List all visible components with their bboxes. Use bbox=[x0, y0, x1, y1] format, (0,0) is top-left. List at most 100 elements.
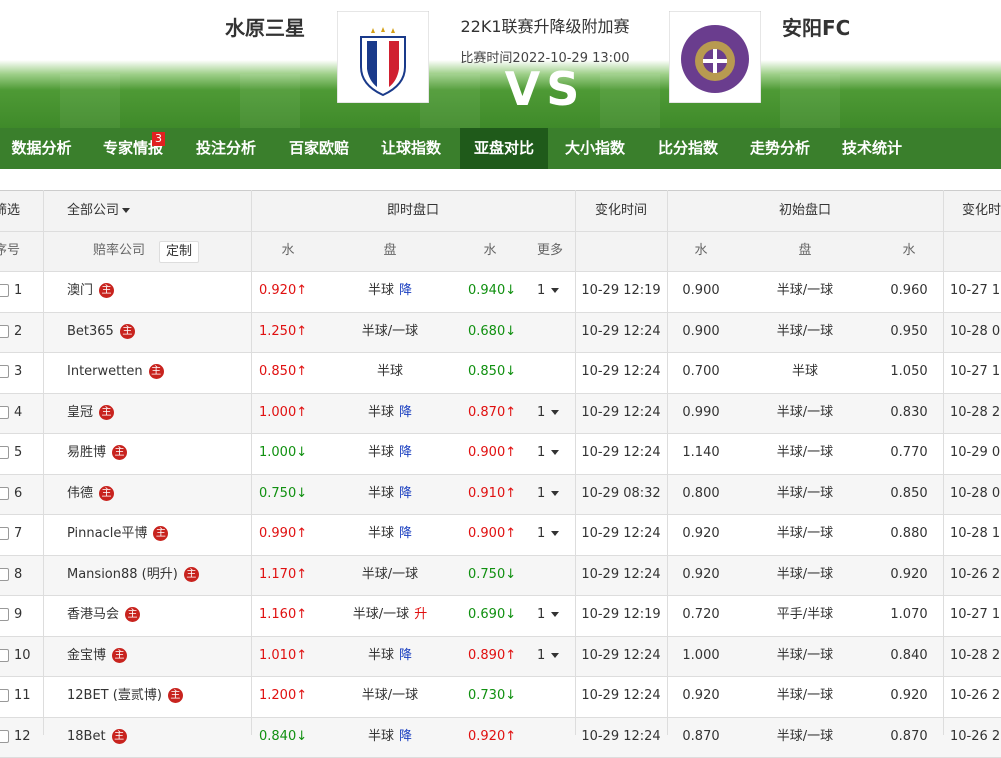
checkbox[interactable] bbox=[0, 527, 9, 540]
checkbox[interactable] bbox=[0, 405, 9, 419]
more-button[interactable]: 1 bbox=[537, 393, 560, 434]
initial-home-water: 1.000 bbox=[682, 647, 720, 663]
dropdown-arrow bbox=[551, 490, 560, 496]
checkbox[interactable] bbox=[0, 486, 9, 500]
vline bbox=[575, 190, 576, 735]
row-index: 5 bbox=[14, 445, 23, 460]
more-button[interactable]: 1 bbox=[537, 474, 560, 515]
live-handicap: 半球降 bbox=[367, 526, 413, 541]
nav-tab[interactable]: 让球指数 bbox=[368, 128, 454, 169]
company-name[interactable]: 易胜博主 bbox=[67, 433, 128, 474]
handicap-change: 降 bbox=[399, 404, 413, 420]
company-name[interactable]: 伟德主 bbox=[67, 474, 115, 515]
nav-tab[interactable]: 百家欧赔 bbox=[276, 128, 362, 169]
company-name[interactable]: 澳门主 bbox=[67, 271, 115, 312]
hline bbox=[0, 716, 1001, 718]
company-name[interactable]: 18Bet 主 bbox=[67, 717, 127, 758]
hline bbox=[0, 676, 1001, 677]
live-away-water: 0.940↓ bbox=[468, 283, 517, 298]
initial-change-time: 10-27 1 bbox=[950, 607, 1001, 622]
handicap-change: 降 bbox=[399, 445, 413, 460]
nav-tab[interactable]: 亚盘对比 bbox=[460, 128, 548, 169]
company-name[interactable]: 金宝博主 bbox=[67, 636, 128, 677]
more-button[interactable]: 1 bbox=[537, 271, 560, 312]
away-logo bbox=[669, 11, 761, 103]
nav-tab[interactable]: 走势分析 bbox=[737, 128, 823, 169]
more-button[interactable]: 1 bbox=[537, 595, 560, 636]
company-name[interactable]: Interwetten 主 bbox=[67, 352, 164, 393]
initial-handicap: 半球/一球 bbox=[776, 647, 834, 663]
more-button[interactable]: 1 bbox=[537, 433, 560, 474]
company-filter[interactable]: 全部公司 bbox=[67, 190, 131, 231]
live-away-water: 0.900↑ bbox=[468, 526, 517, 541]
checkbox[interactable] bbox=[0, 689, 9, 702]
initial-away-water: 0.850 bbox=[890, 485, 928, 501]
change-time: 10-29 12:24 bbox=[581, 445, 661, 460]
company-header: 赔率公司 bbox=[93, 243, 146, 258]
live-home-water: 1.200↑ bbox=[259, 688, 308, 703]
company-name[interactable]: 12BET (壹贰博) 主 bbox=[67, 676, 183, 717]
nav-tab[interactable]: 投注分析 bbox=[183, 128, 269, 169]
initial-change-time: 10-28 2 bbox=[950, 647, 1001, 663]
nav-tab[interactable]: 专家情报 3 bbox=[90, 128, 176, 169]
host-badge: 主 bbox=[99, 485, 115, 501]
initial-change-time: 10-29 0 bbox=[950, 445, 1001, 460]
customize-button[interactable]: 定制 bbox=[159, 241, 200, 263]
checkbox[interactable] bbox=[0, 365, 9, 378]
more-button[interactable]: 1 bbox=[537, 636, 560, 677]
hline bbox=[0, 392, 1001, 394]
company-name[interactable]: Mansion88 (明升) 主 bbox=[67, 555, 199, 596]
initial-handicap: 平手/半球 bbox=[776, 607, 834, 622]
row-index: 2 bbox=[14, 323, 23, 339]
nav-tab[interactable]: 大小指数 bbox=[552, 128, 638, 169]
hline bbox=[0, 352, 1001, 353]
live-away-water: 0.730↓ bbox=[468, 688, 517, 703]
tab-label: 让球指数 bbox=[380, 139, 441, 157]
row-index: 6 bbox=[14, 485, 23, 501]
live-away-water: 0.870↑ bbox=[468, 404, 517, 420]
live-handicap: 半球降 bbox=[367, 485, 413, 501]
tab-label: 百家欧赔 bbox=[288, 139, 349, 157]
company-name[interactable]: Bet365 主 bbox=[67, 312, 135, 353]
vline bbox=[575, 190, 576, 271]
company-name[interactable]: 香港马会主 bbox=[67, 595, 141, 636]
nav-tab[interactable]: 数据分析 bbox=[0, 128, 83, 169]
match-time: 比赛时间2022-10-29 13:00 bbox=[460, 51, 630, 66]
company-name[interactable]: 皇冠主 bbox=[67, 393, 115, 434]
initial-change-time: 10-26 2 bbox=[950, 728, 1001, 744]
live-home-water: 1.250↑ bbox=[259, 323, 308, 339]
live-handicap: 半球/一球 bbox=[361, 566, 419, 582]
live-away-water: 0.750↓ bbox=[468, 566, 517, 582]
nav-tab[interactable]: 比分指数 bbox=[645, 128, 731, 169]
nav-bar: 数据分析 专家情报 3 投注分析 百家欧赔 让球指数 亚盘对比 大小指数 比分指数 走势分析 技术统… bbox=[0, 128, 1001, 169]
initial-home-water: 0.800 bbox=[682, 485, 720, 501]
live-handicap: 半球降 bbox=[367, 404, 413, 420]
row-bg bbox=[0, 473, 1001, 514]
tab-label: 投注分析 bbox=[195, 139, 256, 157]
vline bbox=[43, 190, 44, 735]
row-index: 12 bbox=[14, 728, 31, 744]
initial-change-time: 10-27 1 bbox=[950, 283, 1001, 298]
checkbox[interactable] bbox=[0, 729, 9, 743]
handicap-header: 盘 bbox=[383, 243, 397, 258]
nav-tab[interactable]: 技术统计 bbox=[829, 128, 915, 169]
host-badge: 主 bbox=[112, 647, 128, 663]
checkbox[interactable] bbox=[0, 648, 9, 662]
live-handicap: 半球降 bbox=[367, 445, 413, 460]
change-time: 10-29 12:24 bbox=[581, 323, 661, 339]
checkbox[interactable] bbox=[0, 608, 9, 621]
checkbox[interactable] bbox=[0, 567, 9, 581]
initial-away-water: 0.920 bbox=[890, 688, 928, 703]
checkbox[interactable] bbox=[0, 324, 9, 338]
checkbox[interactable] bbox=[0, 446, 9, 459]
hline bbox=[0, 595, 1001, 596]
change-time: 10-29 08:32 bbox=[581, 485, 661, 501]
company-name[interactable]: Pinnacle平博主 bbox=[67, 514, 169, 555]
initial-away-water: 0.770 bbox=[890, 445, 928, 460]
checkbox[interactable] bbox=[0, 284, 9, 297]
host-badge: 主 bbox=[148, 364, 164, 379]
live-home-water: 0.920↑ bbox=[259, 283, 308, 298]
initial-handicap: 半球/一球 bbox=[776, 566, 834, 582]
more-button[interactable]: 1 bbox=[537, 514, 560, 555]
host-badge: 主 bbox=[167, 688, 183, 703]
